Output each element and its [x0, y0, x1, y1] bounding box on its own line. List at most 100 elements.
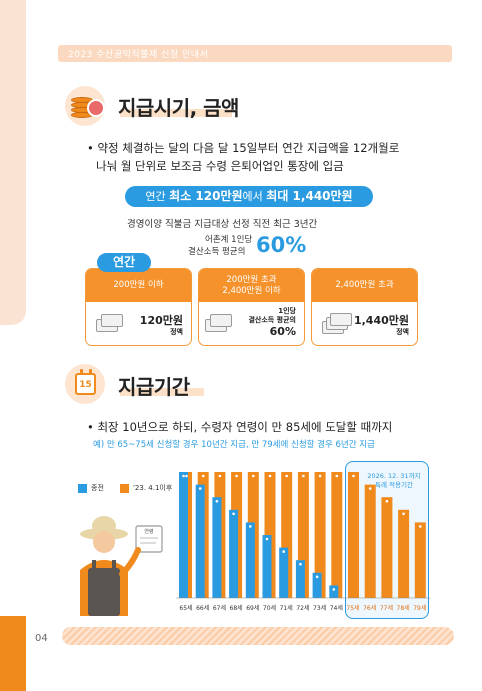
- calendar-icon: 15: [65, 364, 105, 404]
- bar-new-74세: [331, 472, 343, 598]
- money-icon: [322, 311, 352, 335]
- bar-marker-new-71세: [285, 474, 289, 478]
- amount-card-high: 2,400만원 초과 1,440만원 정액: [311, 268, 418, 346]
- annual-range-pill: 연간 최소 120만원에서 최대 1,440만원: [125, 186, 373, 207]
- bar-old-71세: [279, 547, 289, 598]
- amount-card-mid: 200만원 초과 2,400만원 이하 1인당 결산소득 평균의 60%: [198, 268, 305, 346]
- bar-marker-old-70세: [265, 537, 269, 541]
- bar-marker-new-72세: [302, 474, 305, 478]
- bar-new-65세: [181, 472, 192, 598]
- bar-marker-old-66세: [198, 487, 202, 490]
- bar-marker-new-70세: [268, 474, 272, 478]
- bar-marker-old-74세: [332, 588, 336, 591]
- card-amount-type: 정액: [396, 328, 409, 336]
- page-tab-marker: [0, 616, 26, 691]
- card-avg-income: 결산소득 평균의: [248, 316, 296, 324]
- x-tick-label: 65세: [179, 604, 192, 612]
- bar-old-65세: [179, 472, 188, 598]
- bar-marker-new-65세: [185, 474, 188, 478]
- amount-card-low: 200만원 이하 120만원 정액: [85, 268, 192, 346]
- criteria-per-person: 어촌계 1인당: [205, 235, 253, 245]
- card-head: 200만원 이하: [86, 269, 191, 302]
- bar-marker-old-69세: [249, 525, 252, 528]
- bar-old-72세: [295, 560, 305, 598]
- money-icon: [96, 311, 126, 335]
- bar-marker-old-67세: [215, 499, 219, 503]
- bar-marker-new-67세: [218, 474, 222, 478]
- calendar-day: 15: [75, 373, 96, 395]
- card-per-person: 1인당: [278, 307, 296, 315]
- money-icon: [205, 311, 235, 335]
- x-tick-label: 68세: [230, 604, 243, 612]
- range-min: 최소 120만원: [169, 189, 243, 203]
- sign-text: 연령: [144, 528, 153, 535]
- bar-marker-new-69세: [252, 474, 255, 478]
- header-bar: 2023 수산공익직불제 신청 안내서: [58, 45, 452, 62]
- callout-line2: 특례 적용기간: [375, 481, 413, 489]
- period-example: 예) 만 65~75세 신청할 경우 10년간 지급, 만 79세에 신청할 경…: [93, 440, 375, 450]
- bar-old-73세: [312, 572, 322, 598]
- payment-bullet-line2: 나눠 월 단위로 보조금 수령 은퇴어업인 통장에 입금: [96, 159, 344, 173]
- bar-new-70세: [264, 472, 276, 598]
- card-amount: 1,440만원: [353, 314, 409, 327]
- bar-new-66세: [197, 472, 209, 598]
- card-head-line1: 200만원 초과: [226, 274, 277, 285]
- legend-swatch-orange: [120, 483, 129, 493]
- bar-new-69세: [247, 472, 259, 598]
- percent-value: 60%: [256, 233, 307, 257]
- x-tick-label: 74세: [330, 604, 343, 612]
- bar-marker-old-73세: [315, 575, 319, 579]
- legend-label: 종전: [91, 484, 104, 492]
- callout-label: 2026. 12. 31까지 특례 적용기간: [367, 472, 421, 490]
- bar-old-69세: [245, 522, 255, 598]
- coins-icon: [65, 86, 105, 126]
- bar-marker-old-71세: [282, 550, 286, 553]
- header-title: 2023 수산공익직불제 신청 안내서: [68, 50, 209, 60]
- range-prefix: 연간: [145, 190, 170, 203]
- period-bullet: • 최장 10년으로 하되, 수령자 연령이 만 85세에 도달할 때까지: [87, 420, 393, 434]
- bar-new-73세: [314, 472, 326, 598]
- page-number: 04: [35, 633, 48, 644]
- x-tick-label: 69세: [246, 604, 259, 612]
- card-head: 200만원 초과 2,400만원 이하: [199, 269, 304, 302]
- section-title-payment: 지급시기, 금액: [118, 96, 239, 120]
- legend-item-new: '23. 4.1이후: [120, 483, 172, 493]
- bar-marker-old-68세: [232, 512, 235, 516]
- bar-old-70세: [262, 535, 272, 598]
- title-highlight: [120, 388, 204, 396]
- bar-new-67세: [214, 472, 226, 598]
- bar-marker-new-73세: [318, 474, 322, 478]
- x-tick-label: 70세: [263, 604, 276, 612]
- legend-swatch-blue: [78, 483, 87, 493]
- bar-old-68세: [229, 509, 239, 598]
- x-tick-label: 66세: [196, 604, 209, 612]
- card-amount: 120만원: [139, 314, 183, 327]
- range-mid: 에서: [242, 190, 267, 203]
- x-tick-label: 73세: [313, 604, 326, 612]
- bar-new-68세: [231, 472, 243, 598]
- criteria-avg-income: 결산소득 평균의: [188, 247, 246, 257]
- x-tick-label: 67세: [213, 604, 226, 612]
- title-highlight: [120, 109, 232, 117]
- side-tab-decoration: [0, 0, 26, 325]
- callout-line1: 2026. 12. 31까지: [367, 472, 421, 480]
- bottom-stripe: [62, 627, 454, 645]
- criteria-note: 경영이양 직불금 지급대상 선정 직전 최근 3년간: [127, 219, 318, 230]
- farmer-illustration: 연령: [80, 516, 163, 616]
- card-head-line2: 2,400만원 이하: [222, 285, 281, 296]
- legend-label: '23. 4.1이후: [133, 484, 173, 492]
- card-percent: 60%: [269, 325, 296, 338]
- range-max: 최대 1,440만원: [266, 189, 353, 203]
- bar-old-67세: [212, 497, 222, 598]
- x-tick-label: 72세: [296, 604, 309, 612]
- bar-marker-new-66세: [201, 474, 205, 478]
- card-head: 2,400만원 초과: [312, 269, 417, 302]
- annual-badge: 연간: [97, 253, 151, 272]
- bar-new-72세: [297, 472, 309, 598]
- bar-marker-new-68세: [235, 474, 238, 478]
- legend-item-old: 종전: [78, 483, 104, 493]
- bar-new-71세: [281, 472, 293, 598]
- bar-old-74세: [329, 585, 339, 598]
- bar-marker-old-72세: [299, 562, 302, 566]
- payment-bullet-line1: • 약정 체결하는 달의 다음 달 15일부터 연간 지급액을 12개월로: [87, 141, 400, 155]
